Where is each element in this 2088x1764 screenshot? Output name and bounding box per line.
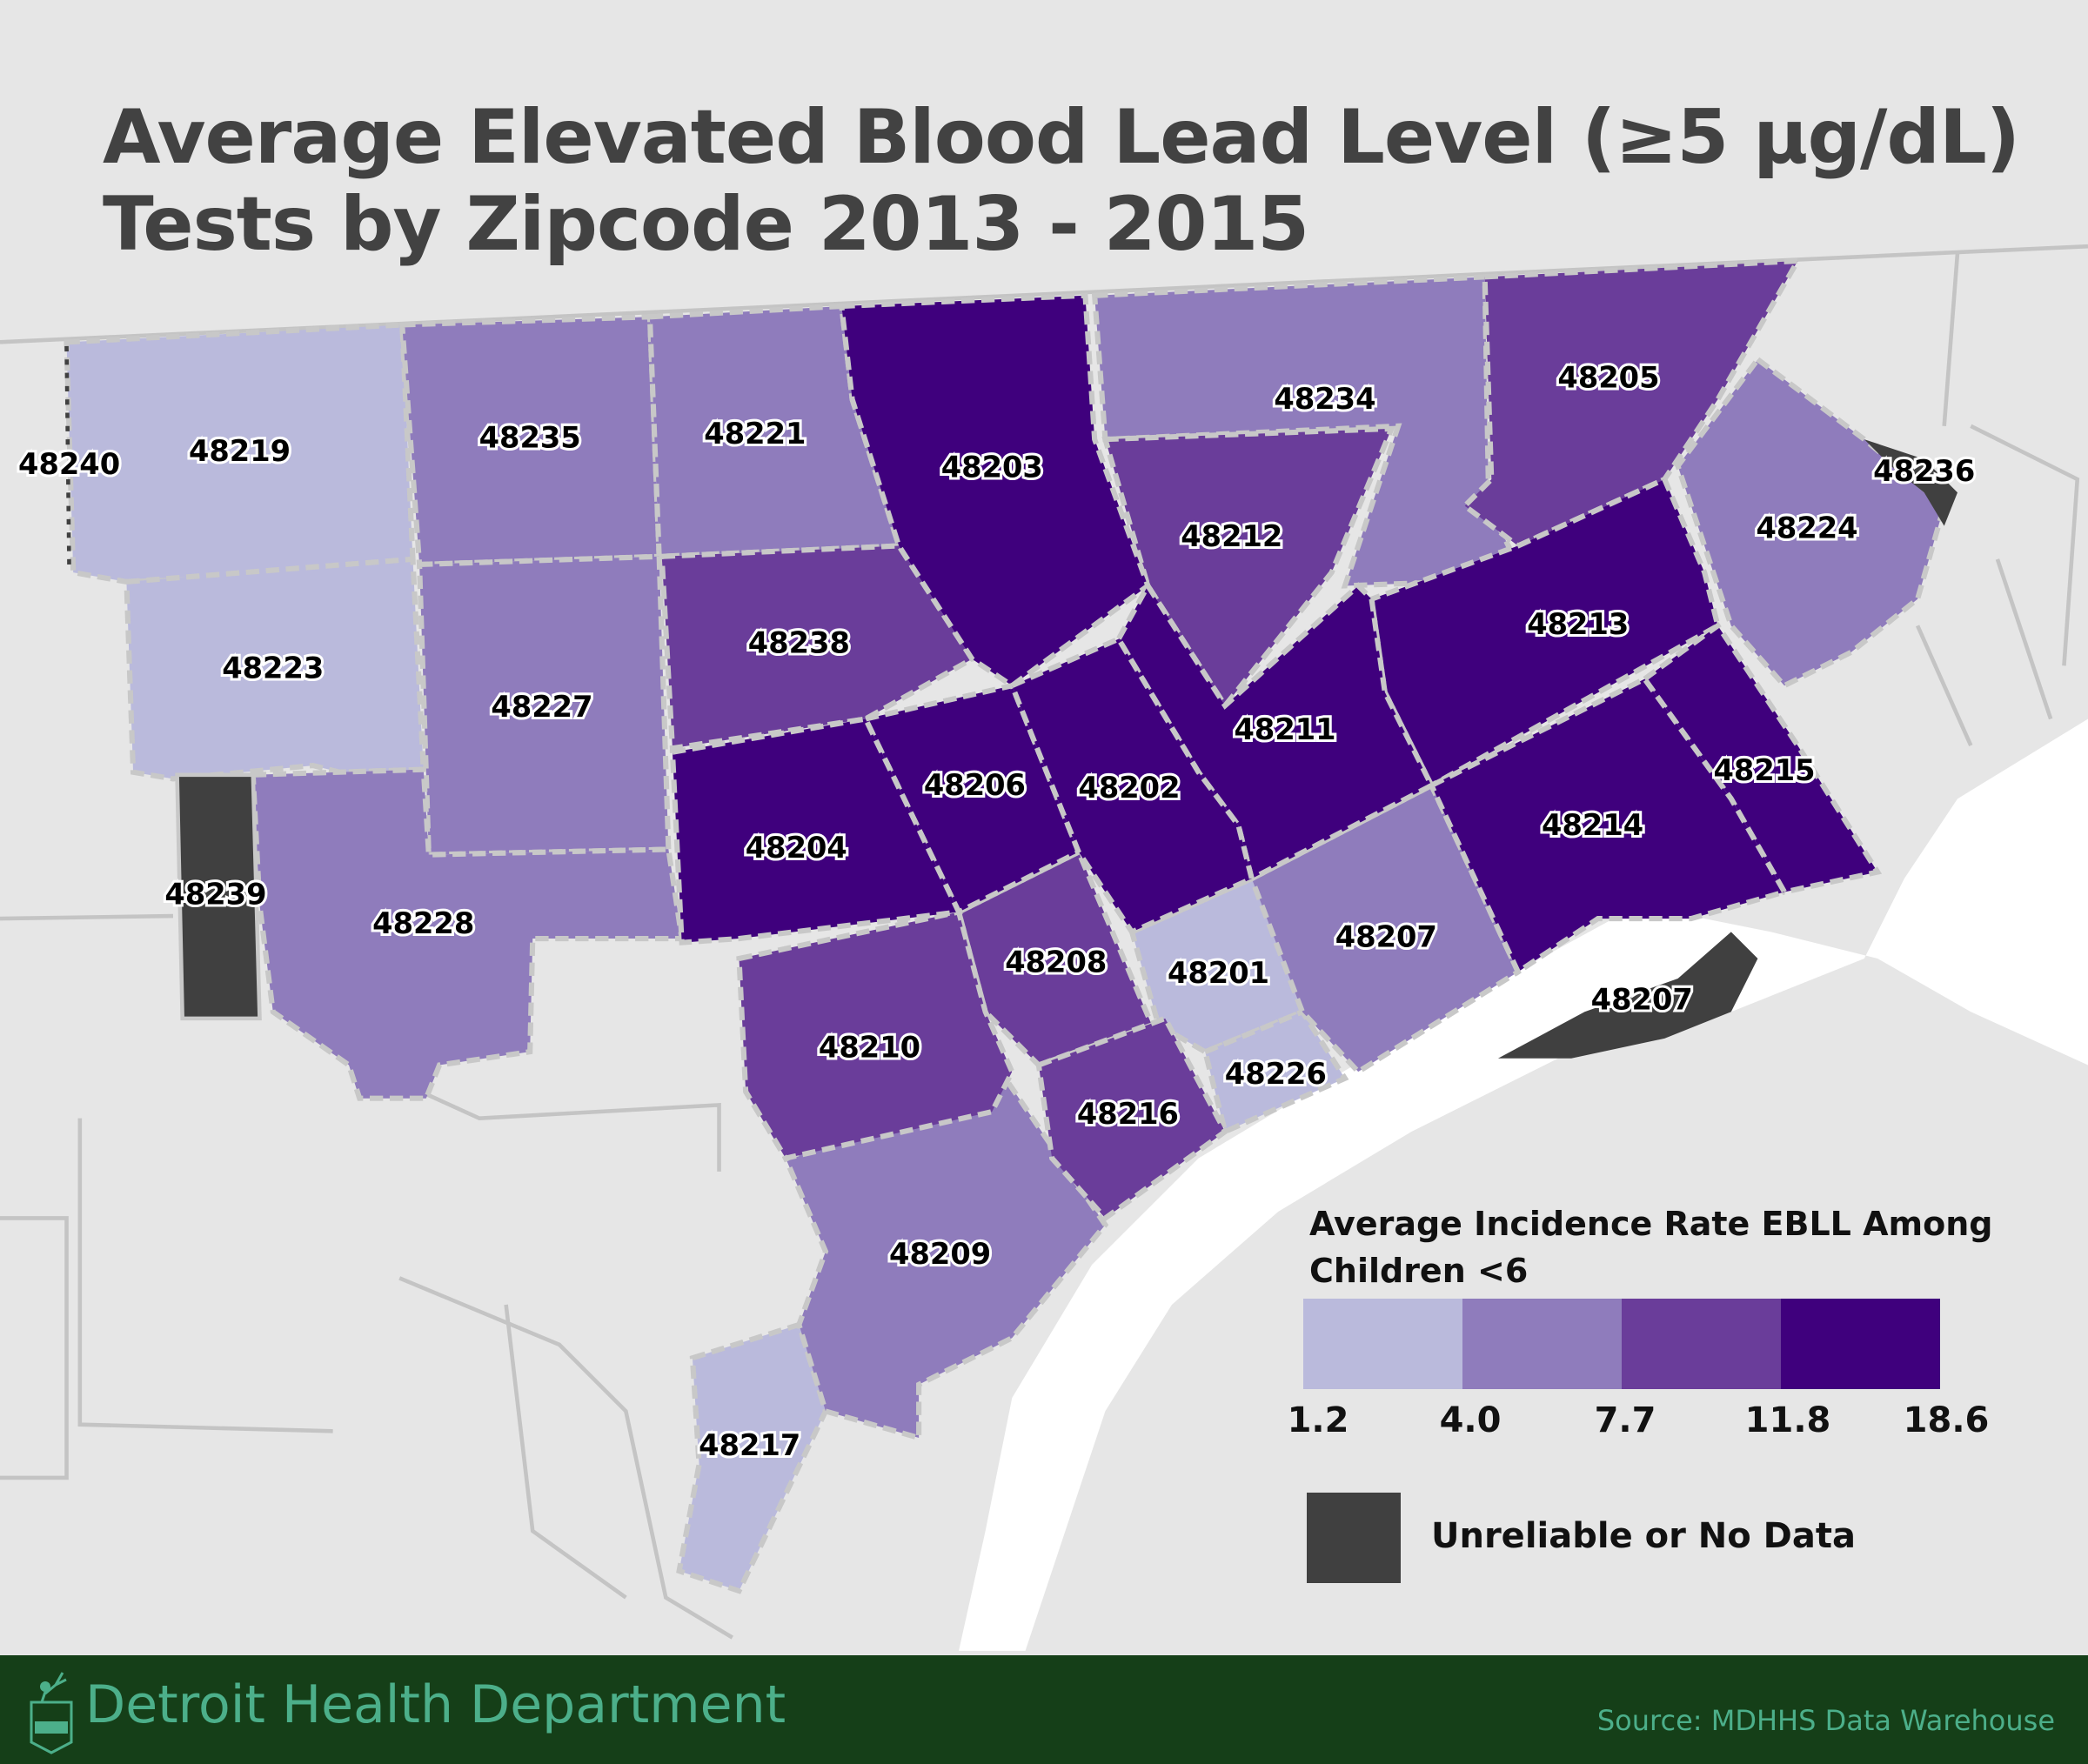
zip-label: 48240 <box>18 447 120 481</box>
zip-label: 48228 <box>372 906 474 940</box>
zip-area-48228[interactable] <box>250 766 686 1101</box>
detroit-city-seal-icon <box>30 1672 73 1754</box>
zip-label: 48214 <box>1542 808 1643 842</box>
zip-area-48212[interactable] <box>1101 425 1396 711</box>
zip-area-48207[interactable] <box>1248 781 1522 1076</box>
zip-area-48203[interactable] <box>838 292 1152 689</box>
zip-area-48223[interactable] <box>124 556 426 782</box>
zip-label: 48207 <box>1335 920 1437 954</box>
legend-tick: 4.0 <box>1439 1400 1502 1440</box>
legend-nodata-swatch <box>1307 1493 1401 1583</box>
legend-nodata-label: Unreliable or No Data <box>1431 1516 1856 1556</box>
organization-name: Detroit Health Department <box>85 1674 786 1735</box>
zip-area-48227[interactable] <box>416 553 672 858</box>
zip-label: 48224 <box>1756 511 1857 545</box>
zip-label: 48207 <box>1591 982 1693 1016</box>
zip-area-48202[interactable] <box>1008 635 1255 936</box>
legend-class-1 <box>1303 1299 1462 1389</box>
zip-area-48239[interactable] <box>175 772 262 1021</box>
zip-label: 48205 <box>1557 361 1659 395</box>
zip-area-48214[interactable] <box>1428 675 1789 976</box>
legend-tick: 1.2 <box>1287 1400 1349 1440</box>
legend-tick: 11.8 <box>1744 1400 1831 1440</box>
zip-area-48210[interactable] <box>736 908 1015 1162</box>
zip-area-48216[interactable] <box>1035 1015 1229 1222</box>
zip-label: 48210 <box>819 1031 920 1065</box>
title-line-2: Tests by Zipcode 2013 - 2015 <box>103 181 1309 268</box>
zip-label: 48221 <box>704 417 806 451</box>
zip-polygons <box>64 257 1958 1594</box>
legend-color-bar <box>1303 1299 1940 1389</box>
zip-label: 48212 <box>1181 519 1282 553</box>
zip-label: 48223 <box>222 651 324 685</box>
zip-label: 48235 <box>479 421 581 455</box>
footer-bar: Detroit Health Department Source: MDHHS … <box>0 1655 2088 1764</box>
zip-label: 48236 <box>1873 454 1975 488</box>
zip-label: 48202 <box>1078 771 1180 805</box>
zip-label: 48219 <box>189 434 291 468</box>
zip-label: 48216 <box>1077 1097 1179 1131</box>
zip-label: 48206 <box>924 768 1026 802</box>
legend-ticks: 1.2 4.0 7.7 11.8 18.6 <box>1279 1400 1992 1453</box>
zip-area-48238[interactable] <box>659 543 976 752</box>
legend-tick: 7.7 <box>1594 1400 1656 1440</box>
zip-area-48204[interactable] <box>669 716 963 945</box>
zip-label: 48209 <box>889 1237 991 1271</box>
title-line-1: Average Elevated Blood Lead Level (≥5 µg… <box>103 94 2020 181</box>
zip-label: 48239 <box>164 878 266 912</box>
legend-class-3 <box>1622 1299 1781 1389</box>
zip-area-48226[interactable] <box>1201 1008 1349 1136</box>
legend-class-2 <box>1462 1299 1622 1389</box>
zip-label: 48226 <box>1225 1057 1327 1091</box>
legend-class-4 <box>1781 1299 1940 1389</box>
data-source: Source: MDHHS Data Warehouse <box>1596 1704 2055 1737</box>
zip-area-48213[interactable] <box>1369 475 1722 790</box>
zip-area-48240[interactable] <box>64 345 71 573</box>
zip-label: 48227 <box>491 690 592 724</box>
zip-label: 48204 <box>746 831 847 865</box>
zip-label: 48215 <box>1714 753 1816 787</box>
zip-area-48211[interactable] <box>1115 580 1436 883</box>
zip-label: 48213 <box>1527 607 1629 641</box>
page-title: Average Elevated Blood Lead Level (≥5 µg… <box>103 94 2020 268</box>
legend-title: Average Incidence Rate EBLL Among Childr… <box>1309 1205 1993 1290</box>
zip-label: 48203 <box>941 450 1043 484</box>
zip-label: 48211 <box>1234 712 1335 746</box>
belle-isle-48207[interactable] <box>1497 932 1758 1059</box>
detroit-river <box>959 718 2088 1651</box>
zip-label: 48234 <box>1274 382 1375 416</box>
zip-area-48236[interactable] <box>1864 439 1958 526</box>
zip-label: 48217 <box>699 1428 800 1462</box>
legend-tick: 18.6 <box>1903 1400 1990 1440</box>
zip-label: 48208 <box>1005 945 1107 979</box>
zip-label: 48238 <box>748 625 850 659</box>
zip-label: 48201 <box>1168 956 1269 990</box>
zip-labels: 48240 48219 48235 48221 48203 48234 4820… <box>16 358 1978 1466</box>
